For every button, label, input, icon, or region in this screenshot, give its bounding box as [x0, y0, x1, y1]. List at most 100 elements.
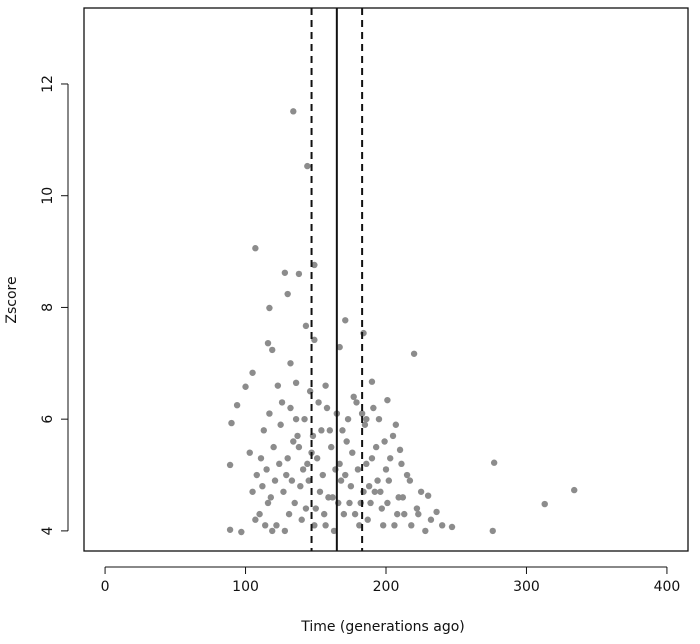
y-axis-title: Zscore [4, 276, 20, 323]
point [259, 482, 266, 490]
point [320, 510, 328, 518]
point [319, 471, 326, 479]
point [328, 443, 335, 451]
point [281, 527, 289, 535]
point [379, 522, 387, 529]
point [318, 427, 325, 434]
point [433, 508, 440, 516]
point [344, 415, 352, 423]
point [295, 270, 303, 278]
point [367, 499, 374, 507]
point [401, 510, 408, 518]
point [226, 526, 234, 533]
point [489, 527, 496, 535]
point [276, 460, 283, 468]
point [415, 510, 422, 518]
point [396, 446, 404, 454]
x-axis-title: Time (generations ago) [300, 619, 465, 635]
point [256, 510, 263, 518]
point [339, 427, 346, 434]
point [288, 477, 296, 484]
point [302, 505, 310, 512]
point [365, 482, 373, 490]
point [448, 523, 456, 531]
point [413, 505, 421, 512]
point [263, 466, 270, 473]
point [252, 516, 259, 523]
point [424, 492, 432, 499]
point [290, 108, 297, 115]
x-tick-label: 200 [373, 579, 400, 595]
point [249, 369, 256, 376]
point [270, 443, 277, 451]
point [297, 482, 304, 490]
point [382, 466, 390, 473]
x-tick-label: 400 [654, 579, 681, 595]
x-tick-label: 300 [513, 579, 540, 595]
point [378, 505, 385, 512]
point [368, 378, 376, 385]
point [363, 415, 370, 423]
point [384, 499, 391, 507]
point [313, 455, 321, 462]
point [330, 527, 338, 535]
point [571, 486, 578, 494]
point [249, 488, 256, 495]
point [372, 443, 380, 451]
point [264, 499, 272, 507]
point [302, 322, 310, 330]
point [398, 460, 405, 468]
point [350, 393, 357, 401]
point [246, 449, 253, 456]
point [238, 528, 245, 536]
point [541, 500, 548, 508]
point [394, 510, 401, 518]
point [343, 438, 350, 445]
point [374, 477, 381, 484]
point [336, 460, 343, 468]
point [257, 455, 265, 462]
point [391, 522, 398, 529]
point [283, 471, 290, 479]
point [346, 499, 353, 507]
point [395, 494, 402, 501]
point [266, 410, 273, 417]
point [311, 522, 318, 529]
point [290, 438, 297, 445]
point [349, 449, 356, 456]
point [292, 379, 300, 387]
point [347, 482, 355, 490]
point [305, 477, 312, 484]
point [408, 522, 415, 529]
point [277, 421, 284, 428]
point [301, 415, 308, 423]
point [233, 401, 241, 409]
point [361, 421, 369, 428]
point [315, 399, 322, 406]
point [292, 415, 300, 423]
point [337, 477, 345, 484]
point [226, 461, 234, 469]
y-tick-label: 4 [40, 526, 56, 535]
point [278, 399, 286, 406]
point [285, 510, 293, 518]
point [403, 471, 411, 479]
point [370, 404, 377, 412]
point [228, 419, 235, 427]
point [351, 510, 359, 518]
point [375, 415, 383, 423]
point [392, 421, 400, 428]
point [299, 466, 307, 473]
point [267, 494, 275, 501]
point [284, 455, 291, 462]
point [353, 399, 360, 406]
point [262, 522, 269, 529]
point [269, 346, 276, 354]
point [410, 350, 418, 357]
point [406, 477, 414, 484]
point [427, 516, 435, 523]
point [316, 488, 324, 495]
point [269, 527, 276, 535]
point [295, 443, 303, 451]
point [294, 432, 301, 440]
